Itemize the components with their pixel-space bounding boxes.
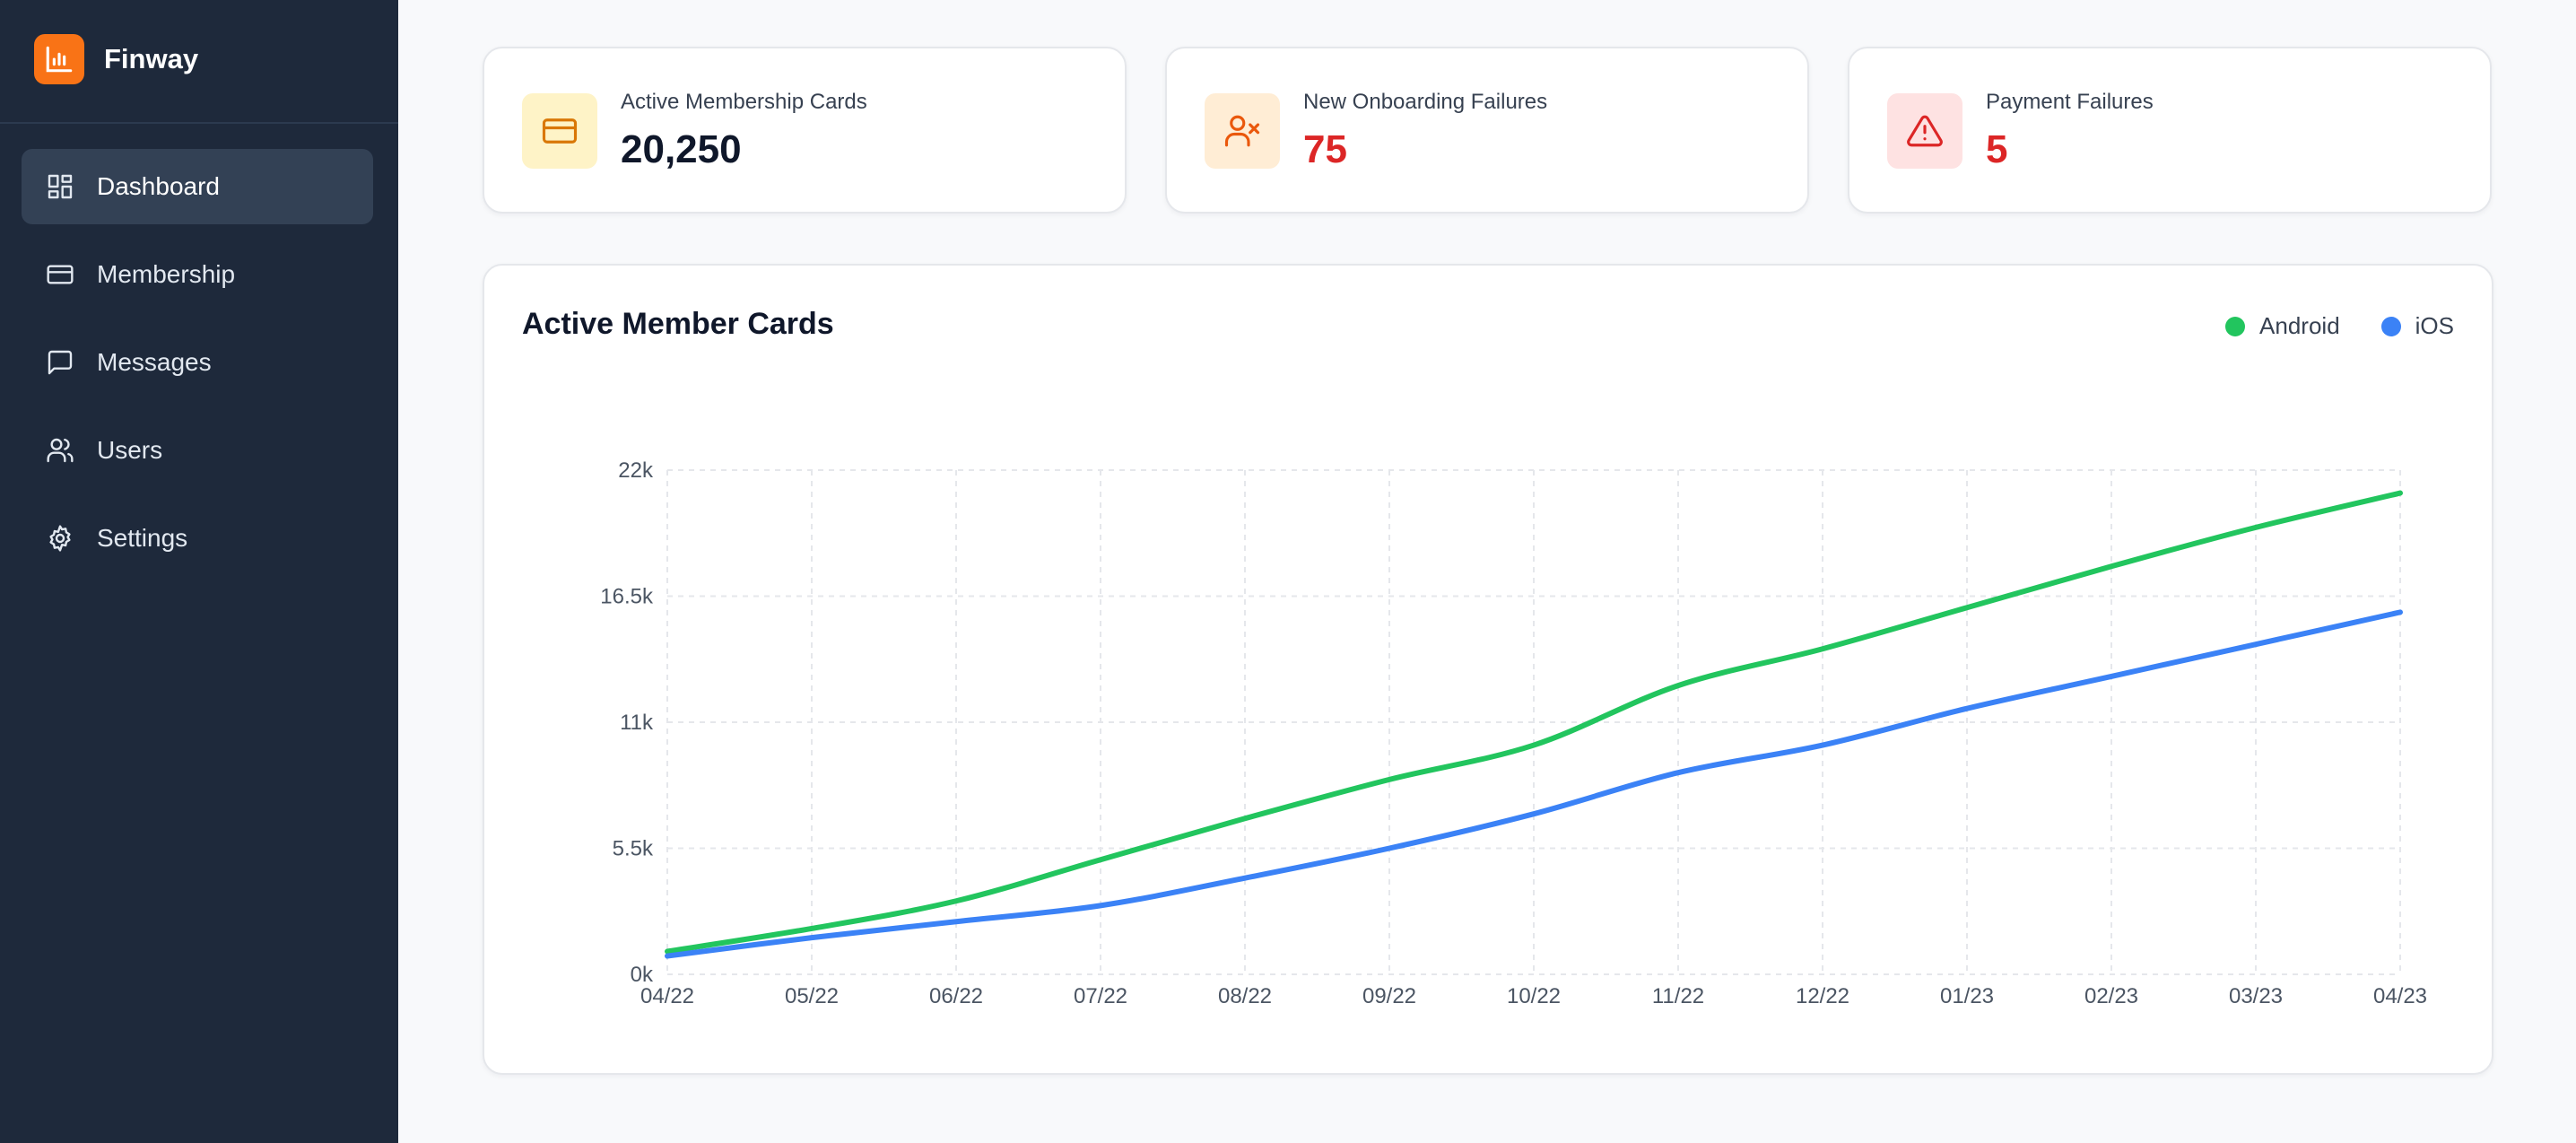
sidebar-divider: [0, 122, 398, 124]
stat-label: Payment Failures: [1986, 90, 2154, 114]
y-tick-label: 16.5k: [600, 585, 654, 609]
series-line-android[interactable]: [665, 490, 2403, 955]
x-tick-label: 06/22: [929, 984, 983, 1008]
stat-value: 20,250: [621, 127, 742, 171]
sidebar-item-label: Settings: [97, 524, 188, 552]
x-tick-label: 12/22: [1796, 984, 1849, 1008]
sidebar-item-label: Membership: [97, 260, 236, 288]
x-tick-label: 01/23: [1940, 984, 1994, 1008]
message-icon: [45, 347, 75, 378]
sidebar: Finway Dashboard Membership: [0, 0, 398, 1143]
chart-title: Active Member Cards: [522, 307, 834, 341]
sidebar-item-label: Messages: [97, 348, 212, 376]
x-tick-label: 02/23: [2084, 984, 2138, 1008]
legend-label: iOS: [2415, 312, 2454, 339]
sidebar-item-label: Users: [97, 436, 163, 464]
chart-card: 0k 5.5k 11k 16.5k 22k 04/22 05/22 06/22 07/22 08/…: [483, 264, 2493, 1075]
users-icon: [45, 435, 75, 466]
sidebar-item-messages[interactable]: Messages: [22, 325, 373, 400]
stat-label: Active Membership Cards: [621, 90, 867, 114]
legend-item-android[interactable]: Android: [2225, 312, 2340, 340]
credit-card-icon: [522, 93, 597, 169]
stat-card-payment-failures: Payment Failures 5: [1848, 47, 2492, 214]
bar-chart-icon: [34, 34, 84, 84]
chart: 0k 5.5k 11k 16.5k 22k 04/22 05/22 06/22 07/22 08/…: [600, 458, 2427, 1008]
x-tick-label: 05/22: [785, 984, 839, 1008]
x-tick-label: 11/22: [1652, 984, 1704, 1008]
x-tick-label: 10/22: [1507, 984, 1561, 1008]
series-line-ios[interactable]: [665, 609, 2403, 959]
chart-legend: Android iOS: [2184, 312, 2454, 340]
brand[interactable]: Finway: [34, 34, 198, 84]
sidebar-nav: Dashboard Membership Messages: [22, 149, 373, 589]
x-tick-label: 09/22: [1362, 984, 1416, 1008]
legend-dot: [2380, 316, 2401, 336]
gear-icon: [45, 523, 75, 554]
stat-value: 5: [1986, 127, 2008, 171]
legend-item-ios[interactable]: iOS: [2380, 312, 2454, 340]
y-tick-label: 11k: [620, 711, 654, 735]
sidebar-item-settings[interactable]: Settings: [22, 501, 373, 576]
y-tick-label: 5.5k: [613, 837, 654, 861]
stat-card-active-membership: Active Membership Cards 20,250: [483, 47, 1127, 214]
credit-card-icon: [45, 259, 75, 290]
sidebar-item-users[interactable]: Users: [22, 413, 373, 488]
legend-label: Android: [2259, 312, 2340, 339]
sidebar-item-membership[interactable]: Membership: [22, 237, 373, 312]
y-tick-label: 22k: [618, 458, 654, 483]
x-tick-label: 08/22: [1218, 984, 1272, 1008]
brand-name: Finway: [104, 43, 199, 74]
dashboard-icon: [45, 171, 75, 202]
user-x-icon: [1205, 93, 1280, 169]
x-tick-label: 04/23: [2373, 984, 2427, 1008]
x-tick-label: 07/22: [1074, 984, 1127, 1008]
stat-value: 75: [1303, 127, 1347, 171]
sidebar-item-dashboard[interactable]: Dashboard: [22, 149, 373, 224]
stat-label: New Onboarding Failures: [1303, 90, 1548, 114]
x-tick-label: 04/22: [640, 984, 694, 1008]
legend-dot: [2225, 316, 2246, 336]
y-tick-label: 0k: [631, 963, 654, 987]
stat-card-onboarding-failures: New Onboarding Failures 75: [1165, 47, 1809, 214]
sidebar-item-label: Dashboard: [97, 172, 220, 200]
x-tick-label: 03/23: [2229, 984, 2283, 1008]
alert-triangle-icon: [1887, 93, 1962, 169]
